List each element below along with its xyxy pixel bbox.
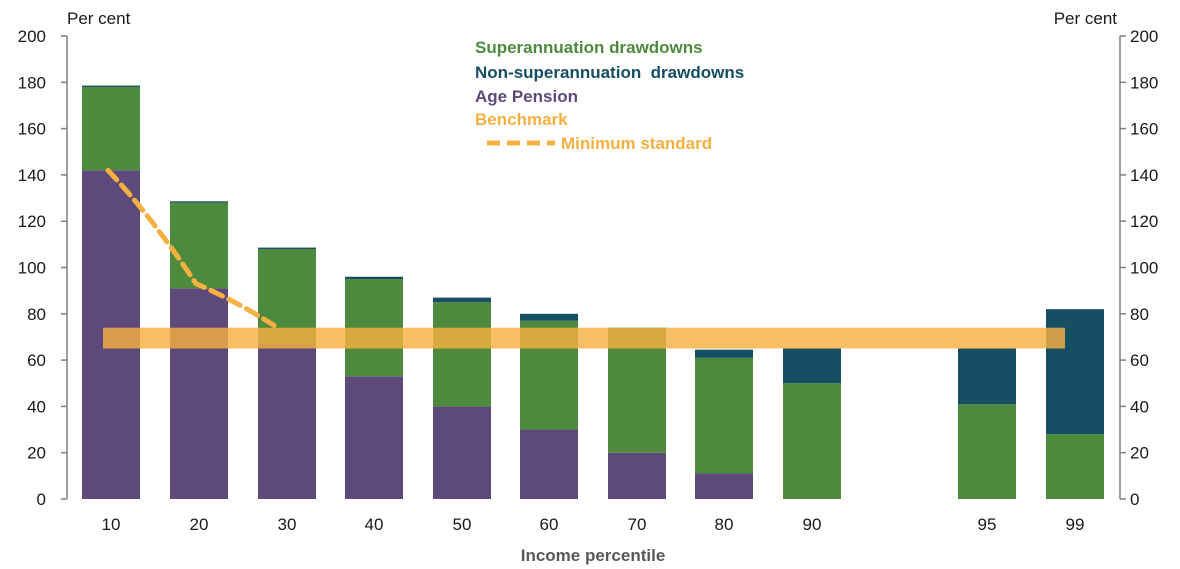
benchmark-band bbox=[103, 327, 1065, 349]
minimum-standard-line bbox=[105, 167, 277, 328]
y-tick-label-left: 60 bbox=[27, 351, 46, 370]
y-tick-label-right: 160 bbox=[1130, 120, 1158, 139]
y-tick-label-left: 120 bbox=[18, 212, 46, 231]
bar-age-pension-20 bbox=[170, 288, 228, 499]
x-tick-label-99: 99 bbox=[1066, 515, 1085, 534]
y-ticks-group: 0 0 20 20 40 40 60 60 80 80 100 100 120 120 140 140 160 1… bbox=[18, 27, 1159, 509]
x-tick-label-80: 80 bbox=[715, 515, 734, 534]
bar-non-superannuation-drawdowns-10 bbox=[82, 85, 140, 87]
bar-age-pension-40 bbox=[345, 376, 403, 499]
y-tick-label-right: 40 bbox=[1130, 397, 1149, 416]
y-tick-label-right: 0 bbox=[1130, 490, 1139, 509]
y-tick-label-left: 160 bbox=[18, 120, 46, 139]
y-tick-label-right: 120 bbox=[1130, 212, 1158, 231]
y-tick-label-right: 140 bbox=[1130, 166, 1158, 185]
y-tick-label-left: 180 bbox=[18, 73, 46, 92]
legend-label-non-superannuation-drawdowns: Non-superannuation drawdowns bbox=[475, 63, 744, 82]
bar-age-pension-60 bbox=[520, 429, 578, 499]
x-tick-label-50: 50 bbox=[453, 515, 472, 534]
bar-non-superannuation-drawdowns-60 bbox=[520, 313, 578, 321]
legend-label-minimum-standard: Minimum standard bbox=[561, 134, 712, 153]
x-tick-label-90: 90 bbox=[803, 515, 822, 534]
y-tick-label-left: 40 bbox=[27, 397, 46, 416]
y-tick-label-right: 80 bbox=[1130, 305, 1149, 324]
bar-superannuation-drawdowns-80 bbox=[695, 357, 753, 474]
x-tick-label-95: 95 bbox=[978, 515, 997, 534]
legend-label-superannuation-drawdowns: Superannuation drawdowns bbox=[475, 38, 703, 57]
y-tick-label-left: 80 bbox=[27, 305, 46, 324]
bar-age-pension-30 bbox=[258, 343, 316, 499]
y-tick-label-left: 140 bbox=[18, 166, 46, 185]
bar-non-superannuation-drawdowns-50 bbox=[433, 297, 491, 303]
x-tick-label-30: 30 bbox=[278, 515, 297, 534]
y-tick-label-left: 0 bbox=[37, 490, 46, 509]
left-unit-label: Per cent bbox=[67, 9, 131, 28]
bars-group bbox=[82, 85, 1104, 499]
x-tick-label-10: 10 bbox=[102, 515, 121, 534]
x-tick-label-60: 60 bbox=[540, 515, 559, 534]
bar-non-superannuation-drawdowns-95 bbox=[958, 348, 1016, 405]
bar-superannuation-drawdowns-10 bbox=[82, 86, 140, 171]
bar-non-superannuation-drawdowns-40 bbox=[345, 276, 403, 280]
x-axis-title: Income percentile bbox=[521, 546, 666, 565]
legend-label-benchmark: Benchmark bbox=[475, 110, 568, 129]
bar-non-superannuation-drawdowns-20 bbox=[170, 201, 228, 203]
right-unit-label: Per cent bbox=[1054, 9, 1118, 28]
legend: Superannuation drawdowns Non-superannuati… bbox=[475, 38, 744, 153]
legend-label-age-pension: Age Pension bbox=[475, 87, 578, 106]
bar-non-superannuation-drawdowns-90 bbox=[783, 348, 841, 384]
x-tick-label-20: 20 bbox=[190, 515, 209, 534]
x-tick-label-40: 40 bbox=[365, 515, 384, 534]
bar-age-pension-70 bbox=[608, 452, 666, 499]
bar-age-pension-50 bbox=[433, 406, 491, 499]
y-tick-label-left: 200 bbox=[18, 27, 46, 46]
bar-superannuation-drawdowns-50 bbox=[433, 302, 491, 407]
y-tick-label-right: 180 bbox=[1130, 73, 1158, 92]
bar-superannuation-drawdowns-20 bbox=[170, 202, 228, 289]
bar-age-pension-80 bbox=[695, 473, 753, 499]
bar-non-superannuation-drawdowns-30 bbox=[258, 247, 316, 249]
bar-superannuation-drawdowns-95 bbox=[958, 404, 1016, 499]
x-tick-label-70: 70 bbox=[628, 515, 647, 534]
y-tick-label-right: 20 bbox=[1130, 444, 1149, 463]
y-tick-label-left: 100 bbox=[18, 259, 46, 278]
y-tick-label-right: 60 bbox=[1130, 351, 1149, 370]
x-ticks-group: 10 20 30 40 50 60 70 80 90 95 99 bbox=[102, 515, 1085, 534]
y-tick-label-right: 100 bbox=[1130, 259, 1158, 278]
bar-non-superannuation-drawdowns-80 bbox=[695, 349, 753, 358]
bar-superannuation-drawdowns-90 bbox=[783, 383, 841, 499]
y-tick-label-right: 200 bbox=[1130, 27, 1158, 46]
y-tick-label-left: 20 bbox=[27, 444, 46, 463]
bar-superannuation-drawdowns-99 bbox=[1046, 434, 1104, 499]
